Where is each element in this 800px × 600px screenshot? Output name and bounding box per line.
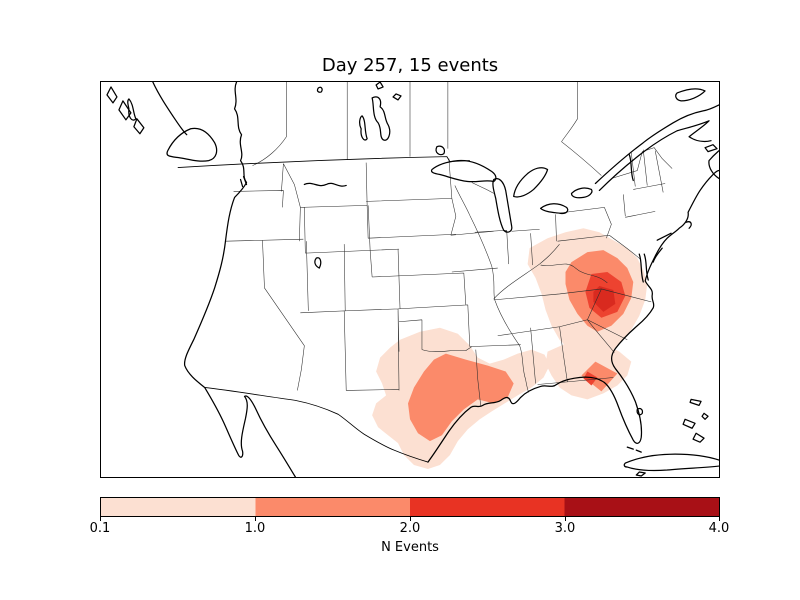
nova-scotia (708, 150, 719, 180)
map-frame (100, 81, 720, 478)
missouri-river-lakes (303, 182, 347, 187)
us-mexico-border (204, 387, 429, 463)
prince-edward-island (704, 144, 718, 153)
florida-keys (626, 446, 642, 453)
colorbar-tick-4 (565, 517, 566, 521)
colorbar-axis-label: N Events (381, 540, 439, 555)
cuba (623, 453, 719, 472)
long-island (656, 232, 672, 241)
us-canada-border (177, 156, 470, 168)
st-lawrence-river (594, 104, 719, 192)
chesapeake-bay (638, 247, 663, 283)
lake-winnipeg (371, 96, 391, 141)
lake-of-the-woods (435, 145, 445, 156)
colorbar-tick-2 (255, 517, 256, 521)
vancouver-island (166, 127, 218, 162)
colorbar-tick-label-4: 3.0 (554, 521, 576, 536)
lake-champlain (628, 154, 634, 182)
colorbar-segment-3 (410, 498, 565, 516)
contour-level-4 (593, 285, 616, 312)
contour-level2-florida-panhandle (581, 361, 618, 392)
colorbar-segment-2 (255, 498, 410, 516)
colorbar-tick-label-1: 0.1 (89, 521, 111, 536)
cape-cod (685, 221, 692, 229)
lake-erie (539, 203, 569, 215)
state-borders (225, 82, 673, 407)
coastlines (106, 82, 719, 477)
plot-title: Day 257, 15 events (321, 55, 499, 76)
country-borders (177, 156, 470, 463)
great-salt-lake (314, 257, 322, 269)
colorbar (100, 497, 720, 517)
colorbar-svg (101, 498, 719, 516)
colorbar-tick-3 (410, 517, 411, 521)
bahamas (682, 398, 709, 443)
colorbar-tick-label-5: 4.0 (708, 521, 730, 536)
lake-ontario (570, 187, 593, 199)
colorbar-segment-4 (564, 498, 719, 516)
map-svg (106, 82, 719, 477)
colorbar-segment-1 (101, 498, 256, 516)
lake-superior (430, 159, 497, 183)
isle-of-youth (635, 471, 646, 477)
colorbar-tick-label-2: 1.0 (244, 521, 266, 536)
anticosti-island (675, 88, 706, 102)
puget-sound (239, 175, 248, 188)
small-northern-lakes (316, 82, 402, 101)
lake-okeechobee (636, 407, 644, 416)
alaska-panhandle-islands (106, 82, 188, 136)
lake-manitoba (359, 115, 368, 141)
colorbar-tick-5 (719, 517, 720, 521)
contour-level4-core (593, 285, 616, 312)
colorbar-tick-label-3: 2.0 (399, 521, 421, 536)
gulf-atlantic-coast (427, 169, 719, 463)
lake-michigan (492, 178, 513, 233)
contour-level3-florida-spot (583, 371, 598, 386)
lake-huron (513, 167, 549, 198)
pacific-coast (183, 82, 296, 477)
haida-gwaii (127, 98, 137, 121)
contour-level2-texas (408, 353, 514, 442)
colorbar-tick-1 (100, 517, 101, 521)
